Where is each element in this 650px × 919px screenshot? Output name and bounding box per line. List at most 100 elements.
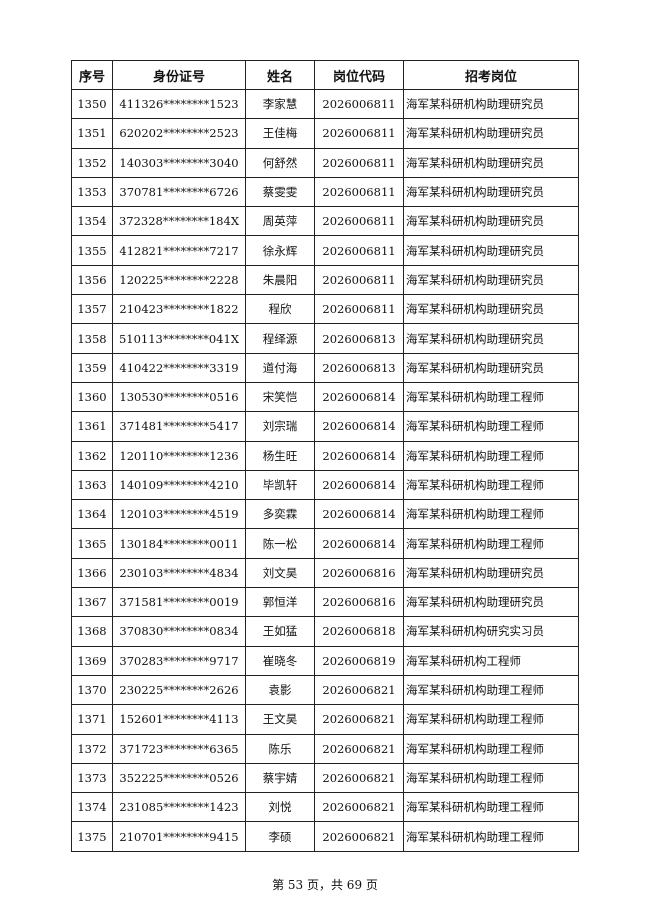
cell-name: 崔晓冬: [245, 645, 315, 676]
cell-id-number: 510113********041X: [112, 323, 246, 354]
cell-position-code: 2026006819: [314, 645, 404, 676]
cell-id-number: 372328********184X: [112, 206, 246, 237]
cell-seq: 1351: [71, 118, 113, 149]
cell-position-code: 2026006821: [314, 704, 404, 735]
cell-position: 海军某科研机构助理研究员: [403, 264, 579, 296]
table-row: 1364 120103********4519 多奕霖 2026006814 海军某科研…: [71, 499, 579, 530]
cell-position-code: 2026006814: [314, 381, 404, 413]
cell-name: 多奕霖: [245, 499, 315, 530]
cell-name: 道付海: [245, 352, 315, 383]
cell-position-code: 2026006811: [314, 294, 404, 325]
cell-name: 蔡雯雯: [245, 176, 315, 208]
cell-seq: 1371: [71, 704, 113, 735]
cell-id-number: 230225********2626: [112, 674, 246, 706]
cell-position: 海军某科研机构助理工程师: [403, 792, 579, 823]
table-row: 1367 371581********0019 郭恒洋 2026006816 海军某科研…: [71, 587, 579, 618]
cell-seq: 1366: [71, 557, 113, 589]
cell-position: 海军某科研机构助理工程师: [403, 821, 579, 852]
cell-name: 徐永辉: [245, 235, 315, 266]
cell-id-number: 370283********9717: [112, 645, 246, 676]
table-row: 1374 231085********1423 刘悦 2026006821 海军某科研机…: [71, 792, 579, 823]
cell-name: 陈乐: [245, 733, 315, 764]
cell-position-code: 2026006814: [314, 499, 404, 530]
cell-position: 海军某科研机构助理工程师: [403, 528, 579, 559]
table-row: 1362 120110********1236 杨生旺 2026006814 海军某科研…: [71, 440, 579, 471]
cell-id-number: 411326********1523: [112, 88, 246, 120]
cell-id-number: 120225********2228: [112, 264, 246, 296]
cell-seq: 1357: [71, 294, 113, 325]
cell-id-number: 410422********3319: [112, 352, 246, 383]
cell-seq: 1358: [71, 323, 113, 354]
table-row: 1361 371481********5417 刘宗瑞 2026006814 海军某科研…: [71, 411, 579, 442]
table-row: 1363 140109********4210 毕凯轩 2026006814 海军某科研…: [71, 469, 579, 501]
cell-id-number: 210701********9415: [112, 821, 246, 852]
cell-position-code: 2026006811: [314, 235, 404, 266]
cell-name: 李硕: [245, 821, 315, 852]
cell-id-number: 370781********6726: [112, 176, 246, 208]
cell-position-code: 2026006814: [314, 411, 404, 442]
header-position-code: 岗位代码: [314, 60, 404, 90]
table-row: 1352 140303********3040 何舒然 2026006811 海军某科研…: [71, 147, 579, 178]
table-row: 1371 152601********4113 王文昊 2026006821 海军某科研…: [71, 704, 579, 735]
table-row: 1359 410422********3319 道付海 2026006813 海军某科研…: [71, 352, 579, 383]
cell-seq: 1360: [71, 381, 113, 413]
cell-seq: 1350: [71, 88, 113, 120]
cell-position-code: 2026006814: [314, 469, 404, 501]
cell-name: 周英萍: [245, 206, 315, 237]
cell-seq: 1369: [71, 645, 113, 676]
table-row: 1351 620202********2523 王佳梅 2026006811 海军某科研…: [71, 118, 579, 149]
cell-seq: 1364: [71, 499, 113, 530]
table-row: 1355 412821********7217 徐永辉 2026006811 海军某科研…: [71, 235, 579, 266]
cell-position: 海军某科研机构助理研究员: [403, 294, 579, 325]
header-name: 姓名: [245, 60, 315, 90]
cell-position: 海军某科研机构助理工程师: [403, 469, 579, 501]
header-position: 招考岗位: [403, 60, 579, 90]
table-row: 1356 120225********2228 朱晨阳 2026006811 海军某科研…: [71, 264, 579, 296]
table-row: 1370 230225********2626 袁影 2026006821 海军某科研机…: [71, 674, 579, 706]
cell-name: 陈一松: [245, 528, 315, 559]
cell-position-code: 2026006813: [314, 323, 404, 354]
cell-position-code: 2026006821: [314, 792, 404, 823]
cell-name: 刘悦: [245, 792, 315, 823]
cell-name: 李家慧: [245, 88, 315, 120]
cell-position: 海军某科研机构助理工程师: [403, 762, 579, 794]
cell-seq: 1372: [71, 733, 113, 764]
cell-name: 王如猛: [245, 616, 315, 647]
table-row: 1372 371723********6365 陈乐 2026006821 海军某科研机…: [71, 733, 579, 764]
cell-seq: 1356: [71, 264, 113, 296]
cell-id-number: 120110********1236: [112, 440, 246, 471]
table-row: 1365 130184********0011 陈一松 2026006814 海军某科研…: [71, 528, 579, 559]
cell-position: 海军某科研机构助理研究员: [403, 206, 579, 237]
table-row: 1357 210423********1822 程欣 2026006811 海军某科研机…: [71, 294, 579, 325]
cell-seq: 1361: [71, 411, 113, 442]
cell-id-number: 130184********0011: [112, 528, 246, 559]
cell-position: 海军某科研机构助理工程师: [403, 674, 579, 706]
cell-position: 海军某科研机构助理研究员: [403, 118, 579, 149]
cell-position-code: 2026006811: [314, 88, 404, 120]
cell-id-number: 370830********0834: [112, 616, 246, 647]
cell-seq: 1368: [71, 616, 113, 647]
cell-seq: 1373: [71, 762, 113, 794]
candidate-table: 序号 身份证号 姓名 岗位代码 招考岗位 1350 411326********1…: [71, 60, 579, 852]
table-row: 1360 130530********0516 宋笑恺 2026006814 海军某科研…: [71, 381, 579, 413]
table-row: 1369 370283********9717 崔晓冬 2026006819 海军某科研…: [71, 645, 579, 676]
page-number: 第 53 页，共 69 页: [272, 878, 378, 892]
table-row: 1375 210701********9415 李硕 2026006821 海军某科研机…: [71, 821, 579, 852]
cell-position-code: 2026006816: [314, 557, 404, 589]
table-row: 1366 230103********4834 刘文昊 2026006816 海军某科研…: [71, 557, 579, 589]
cell-id-number: 412821********7217: [112, 235, 246, 266]
cell-position-code: 2026006811: [314, 264, 404, 296]
cell-id-number: 620202********2523: [112, 118, 246, 149]
cell-name: 袁影: [245, 674, 315, 706]
cell-name: 蔡宇婧: [245, 762, 315, 794]
table-row: 1373 352225********0526 蔡宇婧 2026006821 海军某科研…: [71, 762, 579, 794]
cell-seq: 1363: [71, 469, 113, 501]
cell-position: 海军某科研机构助理研究员: [403, 352, 579, 383]
cell-seq: 1367: [71, 587, 113, 618]
cell-position-code: 2026006814: [314, 440, 404, 471]
cell-position-code: 2026006811: [314, 118, 404, 149]
cell-position-code: 2026006811: [314, 206, 404, 237]
cell-position-code: 2026006816: [314, 587, 404, 618]
cell-seq: 1354: [71, 206, 113, 237]
cell-position: 海军某科研机构助理工程师: [403, 733, 579, 764]
